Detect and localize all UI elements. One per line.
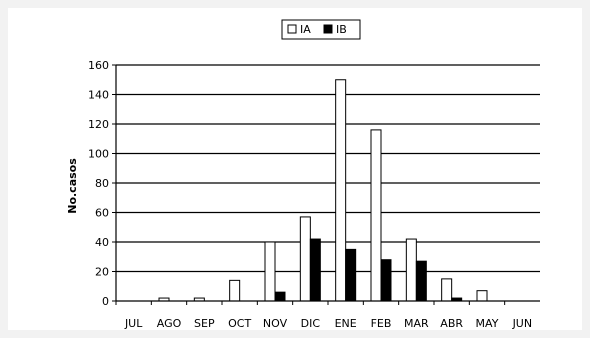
- bar-ia: [264, 241, 276, 302]
- bar-ia: [229, 279, 241, 302]
- x-tick-label: FEB: [371, 317, 392, 330]
- chart-frame: [8, 8, 582, 330]
- axes: [115, 65, 540, 305]
- x-tick-labels: JUL AGO SEP OCT NOV DIC ENE FEB MAR ABR MAY JUN: [124, 317, 532, 330]
- y-tick-label: 140: [88, 89, 109, 102]
- bar-ib: [380, 259, 392, 302]
- y-tick-label: 0: [102, 295, 109, 308]
- legend: IA IB: [281, 19, 361, 40]
- bar-ia: [405, 238, 417, 302]
- bar-ia: [441, 278, 453, 302]
- x-tick-label: ENE: [335, 317, 357, 330]
- legend-label: IB: [336, 23, 347, 36]
- x-tick-label: AGO: [157, 317, 182, 330]
- y-tick-label: 40: [95, 236, 109, 249]
- y-axis-label: No.casos: [66, 158, 79, 214]
- x-tick-label: DIC: [301, 317, 321, 330]
- y-tick-label: 60: [95, 207, 109, 220]
- x-tick-label: SEP: [194, 317, 215, 330]
- x-tick-label: JUN: [512, 317, 533, 330]
- y-tick-label: 160: [88, 59, 109, 72]
- x-tick-label: MAR: [404, 317, 429, 330]
- y-tick-label: 100: [88, 148, 109, 161]
- bar-ib: [274, 291, 286, 302]
- x-tick-label: MAY: [476, 317, 499, 330]
- y-tick-label: 120: [88, 118, 109, 131]
- bars: [158, 79, 488, 302]
- bar-ia: [476, 290, 488, 302]
- y-tick-label: 80: [95, 177, 109, 190]
- x-tick-label: NOV: [263, 317, 288, 330]
- bar-ia: [335, 79, 347, 302]
- x-tick-label: ABR: [440, 317, 463, 330]
- legend-swatch-ib: [323, 24, 333, 34]
- bar-ia: [299, 216, 311, 302]
- x-tick-label: JUL: [124, 317, 143, 330]
- gridlines: [112, 64, 540, 302]
- x-tick-label: OCT: [228, 317, 251, 330]
- y-tick-label: 20: [95, 266, 109, 279]
- legend-label: IA: [300, 23, 311, 36]
- bar-ib: [309, 238, 321, 302]
- y-tick-labels: 0 20 40 60 80 100 120 140 160: [88, 59, 109, 308]
- legend-box: [281, 19, 361, 40]
- legend-swatch-ia: [287, 24, 297, 34]
- bar-ib: [415, 260, 427, 302]
- bar-ia: [370, 129, 382, 302]
- bar-ib: [345, 248, 357, 302]
